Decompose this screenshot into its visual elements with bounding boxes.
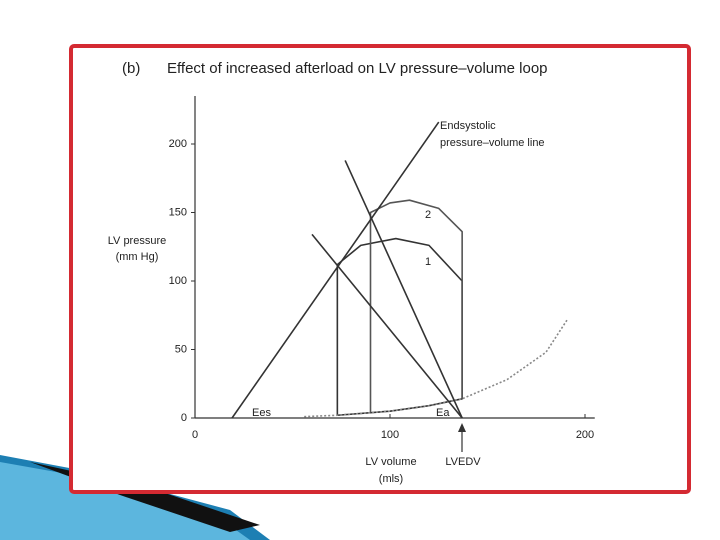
annotation: LVEDV — [445, 456, 481, 468]
series-line — [311, 233, 463, 419]
chart-title: Effect of increased afterload on LV pres… — [167, 60, 548, 77]
annotation: 1 — [425, 256, 431, 268]
annotation: Ees — [252, 407, 271, 419]
series-line — [344, 160, 463, 419]
x-axis-label: LV volume — [365, 456, 416, 468]
chart: (b) Effect of increased afterload on LV … — [108, 60, 595, 485]
y-tick-label: 150 — [169, 206, 187, 218]
annotation: Ea — [436, 407, 450, 419]
frame — [69, 44, 691, 494]
series-line — [231, 121, 440, 419]
series-line — [304, 318, 569, 418]
panel-label: (b) — [122, 60, 140, 77]
swoosh — [0, 462, 250, 540]
y-tick-label: 50 — [175, 343, 187, 355]
y-tick-label: 0 — [181, 412, 187, 424]
x-tick-label: 0 — [192, 429, 198, 441]
annotation: Endsystolic — [440, 120, 496, 132]
series-line — [369, 199, 463, 413]
annotation: 2 — [425, 209, 431, 221]
y-axis-label: LV pressure — [108, 235, 167, 247]
x-tick-label: 100 — [381, 429, 399, 441]
y-tick-label: 200 — [169, 138, 187, 150]
y-axis-label: (mm Hg) — [116, 251, 159, 263]
x-axis-label: (mls) — [379, 473, 403, 485]
arrow-head — [458, 423, 466, 432]
annotation: pressure–volume line — [440, 137, 545, 149]
y-tick-label: 100 — [169, 275, 187, 287]
x-tick-label: 200 — [576, 429, 594, 441]
